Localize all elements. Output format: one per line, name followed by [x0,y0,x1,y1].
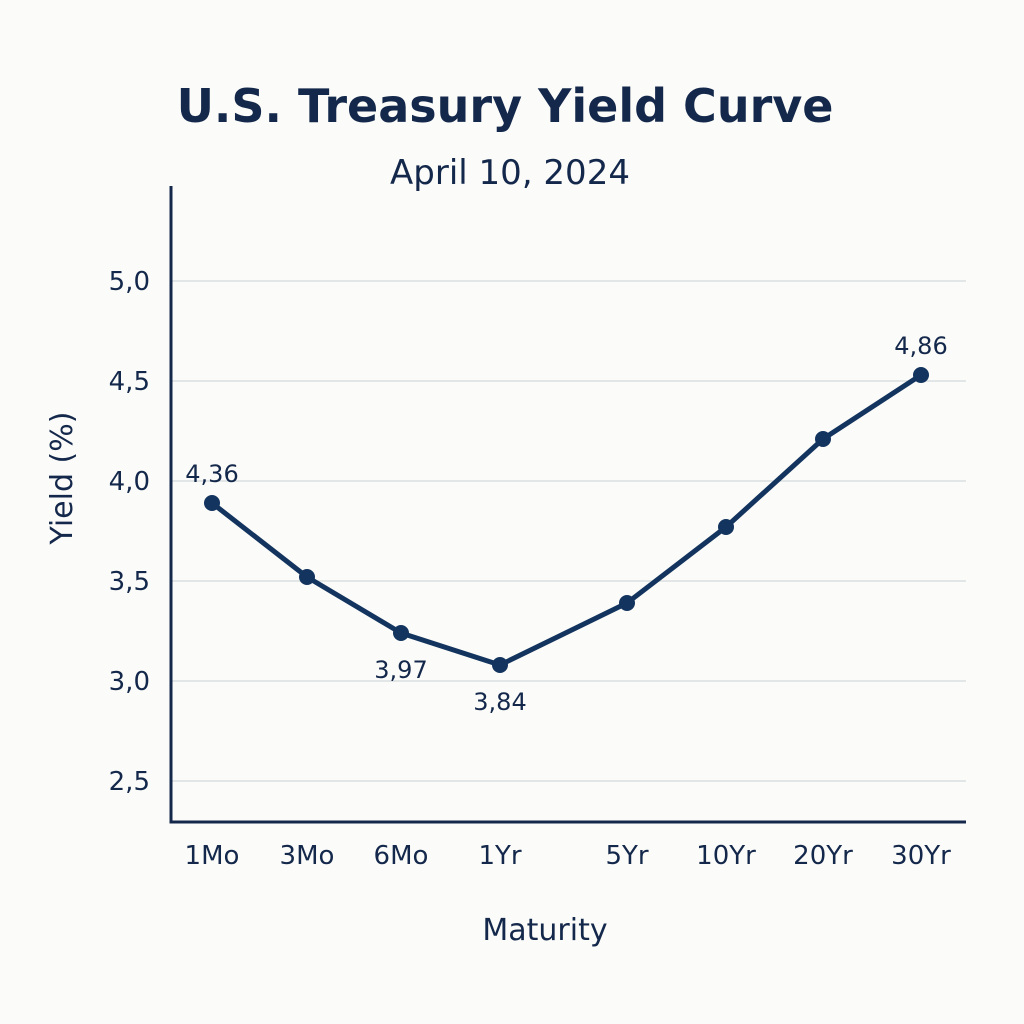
chart-subtitle: April 10, 2024 [390,153,630,193]
data-point [299,569,315,585]
x-tick-label: 20Yr [793,841,853,871]
series [209,372,924,668]
data-points [204,367,929,673]
data-point [393,625,409,641]
y-tick-labels: 2,5 3,0 3,5 4,0 4,5 5,0 [109,267,150,797]
data-label: 4,36 [185,460,238,488]
x-tick-label: 30Yr [891,841,951,871]
x-tick-label: 3Mo [280,841,335,871]
x-tick-label: 6Mo [374,841,429,871]
x-tick-labels: 1Mo 3Mo 6Mo 1Yr 5Yr 10Yr 20Yr 30Yr [185,841,952,871]
x-tick-label: 1Yr [478,841,521,871]
y-axis-title: Yield (%) [45,412,80,546]
y-tick-label: 4,0 [109,467,150,497]
data-labels: 4,36 3,97 3,84 4,86 [185,332,947,716]
y-tick-label: 5,0 [109,267,150,297]
y-tick-label: 3,0 [109,667,150,697]
data-point [492,657,508,673]
y-tick-label: 4,5 [109,367,150,397]
series-line [209,372,924,668]
x-tick-label: 5Yr [605,841,648,871]
axes [169,186,966,824]
data-point [718,519,734,535]
data-label: 3,97 [374,656,427,684]
x-axis-title: Maturity [482,913,607,948]
data-point [815,431,831,447]
data-point [913,367,929,383]
x-tick-label: 1Mo [185,841,240,871]
data-label: 3,84 [473,688,526,716]
y-tick-label: 2,5 [109,767,150,797]
data-point [204,495,220,511]
chart-title: U.S. Treasury Yield Curve [177,79,834,133]
data-label: 4,86 [894,332,947,360]
y-tick-label: 3,5 [109,567,150,597]
data-point [619,595,635,611]
axis-lines [169,186,966,824]
x-tick-label: 10Yr [696,841,756,871]
gridlines [171,280,966,782]
